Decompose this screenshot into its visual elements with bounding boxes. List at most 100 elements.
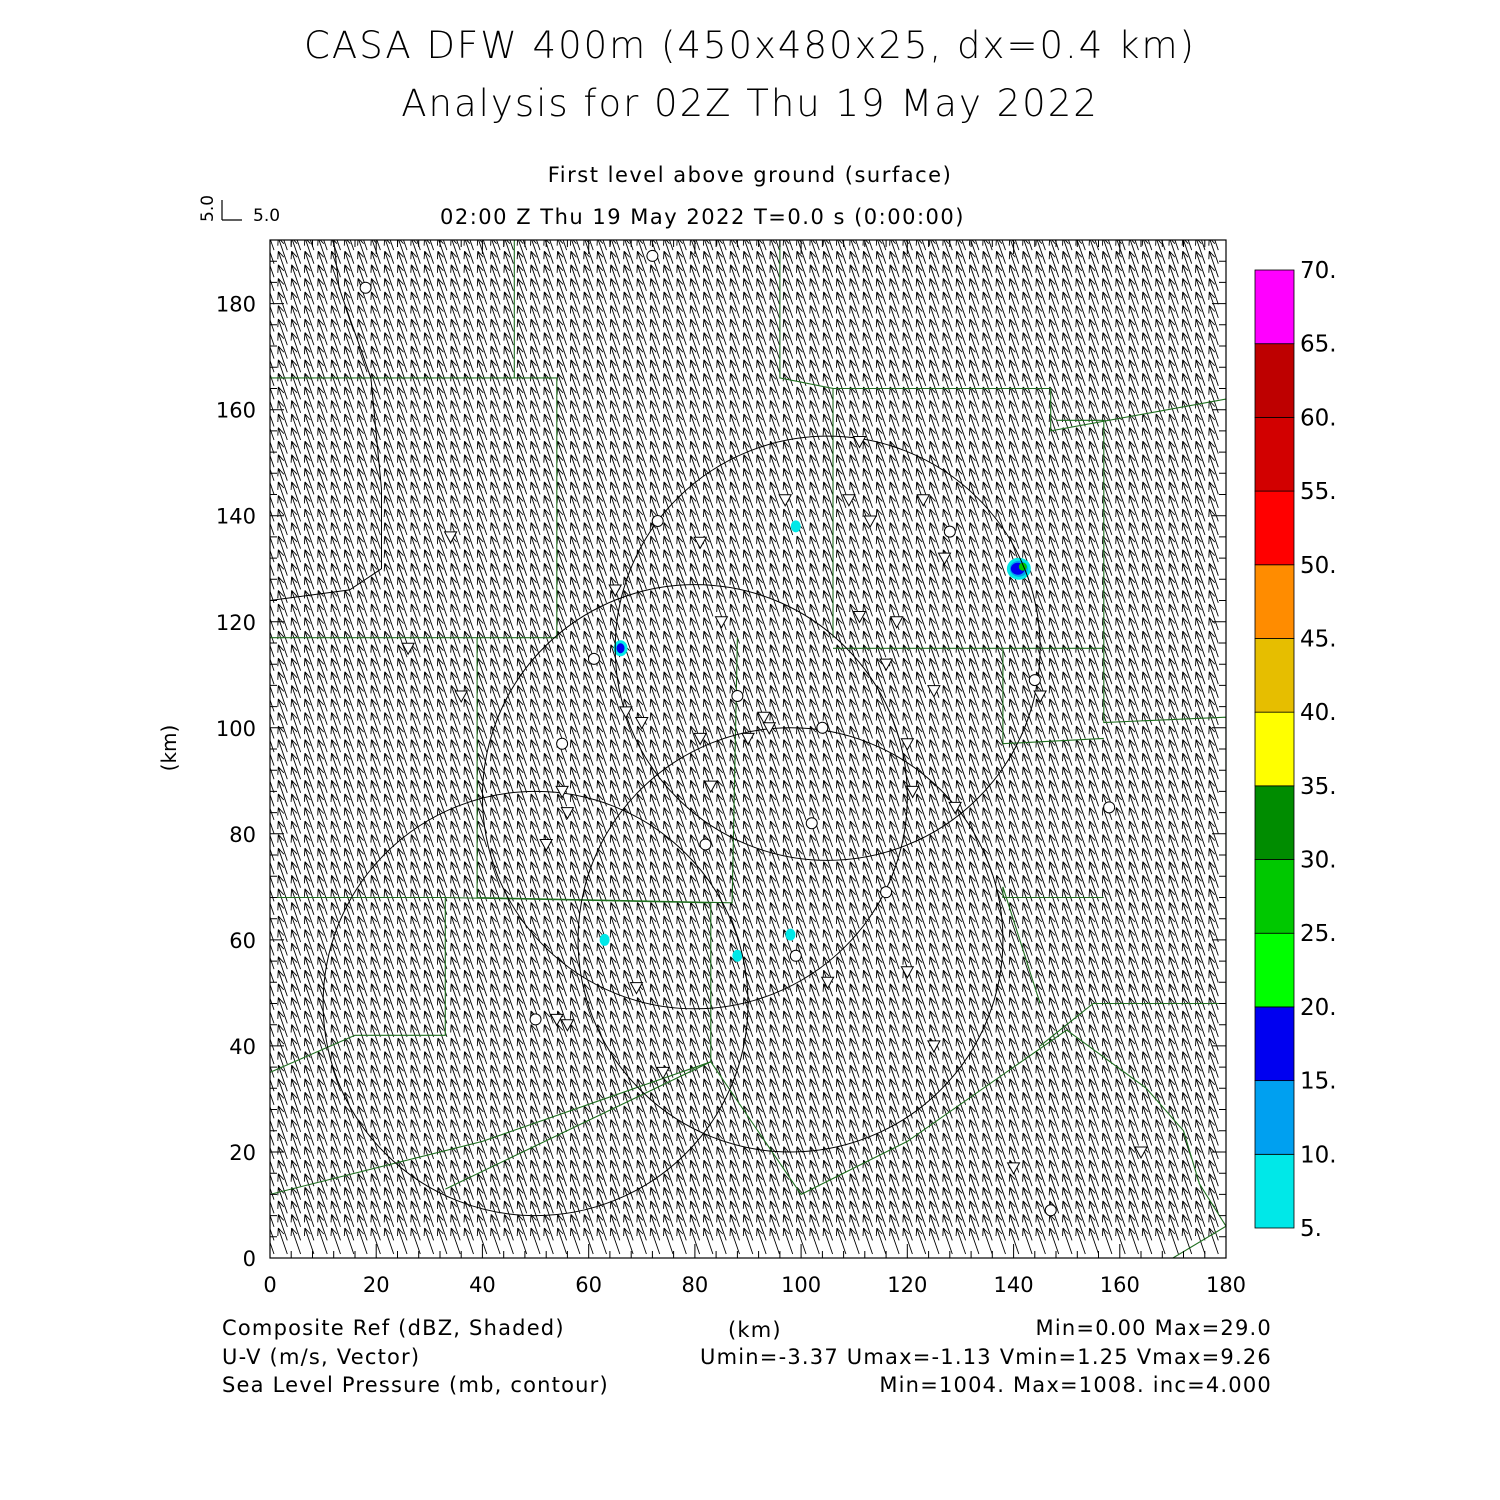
colorbar-label: 60.: [1300, 405, 1337, 431]
x-tick-label: 20: [363, 1273, 390, 1297]
station-circle: [1044, 1204, 1057, 1217]
footer-reflectivity-stats: Min=0.00 Max=29.0: [1035, 1316, 1272, 1340]
station-circle: [587, 652, 600, 665]
station-triangle: [629, 982, 644, 995]
station-triangle: [879, 658, 893, 672]
station-circle: [646, 249, 659, 262]
station-triangle: [762, 722, 777, 735]
station-triangle: [905, 785, 920, 799]
x-tick-label: 160: [1100, 1273, 1140, 1297]
station-triangle: [757, 711, 771, 725]
vector-key-u-label: 5.0: [253, 206, 280, 226]
colorbar-label: 70.: [1300, 258, 1337, 284]
station-triangle: [916, 494, 931, 507]
colorbar-segment: [1254, 343, 1295, 418]
y-tick-labels: 0 20 40 60 80 100 120 140 160 180: [216, 293, 256, 1271]
x-tick-label: 40: [469, 1273, 496, 1297]
colorbar-segment: [1254, 638, 1295, 713]
station-triangle: [927, 685, 941, 698]
station-circle: [529, 1013, 542, 1026]
vector-key-v-label: 5.0: [198, 195, 218, 222]
colorbar-label: 20.: [1300, 995, 1337, 1021]
vector-key: 5.0 5.0: [198, 195, 280, 226]
station-triangle: [1033, 690, 1047, 704]
colorbar-segment: [1254, 1080, 1295, 1155]
y-axis-label: (km): [157, 725, 181, 772]
station-triangle: [863, 515, 877, 529]
station-triangle: [619, 706, 633, 719]
x-axis-label: (km): [728, 1318, 782, 1342]
station-triangle: [656, 1066, 670, 1080]
station-circle: [359, 281, 372, 294]
colorbar-segment: [1254, 269, 1295, 345]
sea-level-pressure-contour: [270, 240, 382, 601]
colorbar-label: 30.: [1300, 848, 1337, 874]
station-triangle: [889, 616, 904, 629]
colorbar-segment: [1254, 1006, 1295, 1082]
station-triangle: [454, 690, 469, 704]
station-triangle: [608, 584, 623, 597]
y-tick-label: 20: [229, 1141, 256, 1165]
x-tick-label: 80: [682, 1273, 709, 1297]
station-triangle: [852, 610, 867, 624]
colorbar-labels: 5. 10. 15. 20. 25. 30. 35. 40. 45. 50. 55. 60. 65. 70…: [1300, 258, 1337, 1242]
colorbar-segment: [1254, 1153, 1295, 1229]
colorbar-label: 5.: [1300, 1216, 1322, 1242]
colorbar: [1254, 269, 1295, 1229]
radar-range-ring: [322, 790, 749, 1217]
station-triangle: [852, 435, 867, 449]
station-triangle: [555, 785, 569, 799]
colorbar-label: 40.: [1300, 700, 1337, 726]
footer-field-wind: U-V (m/s, Vector): [222, 1345, 421, 1369]
colorbar-segment: [1254, 416, 1295, 492]
county-line: [1002, 886, 1104, 1004]
station-circle: [1028, 674, 1041, 687]
station-triangle: [820, 976, 835, 990]
plot-analysis-time: Analysis for 02Z Thu 19 May 2022: [401, 82, 1099, 125]
station-triangle: [714, 616, 729, 629]
colorbar-label: 50.: [1300, 553, 1337, 579]
station-triangle: [1134, 1146, 1148, 1160]
x-tick-label: 120: [887, 1273, 927, 1297]
wind-vector-field: [270, 240, 1219, 1255]
pressure-isobar: [270, 240, 382, 601]
wind-vectors: [270, 240, 1219, 1255]
station-triangle: [948, 801, 962, 815]
county-line: [1056, 419, 1105, 649]
colorbar-segment: [1254, 785, 1295, 860]
station-circle: [880, 886, 893, 899]
county-line: [445, 896, 712, 1190]
colorbar-label: 10.: [1300, 1142, 1337, 1168]
county-boundaries: [270, 240, 1226, 1258]
county-line: [270, 1061, 711, 1195]
reflectivity-cell: [616, 643, 625, 654]
station-triangle: [634, 716, 649, 730]
station-triangle: [927, 1040, 941, 1053]
x-tick-label: 100: [781, 1273, 821, 1297]
county-line: [476, 637, 738, 904]
station-triangle: [549, 1013, 564, 1027]
x-tick-label: 140: [994, 1273, 1034, 1297]
colorbar-label: 45.: [1300, 626, 1337, 652]
footer-field-reflectivity: Composite Ref (dBZ, Shaded): [222, 1316, 565, 1340]
footer-field-pressure: Sea Level Pressure (mb, contour): [222, 1373, 609, 1397]
reflectivity-cell: [732, 949, 743, 962]
colorbar-segment: [1254, 932, 1295, 1008]
colorbar-label: 35.: [1300, 774, 1337, 800]
station-circle: [816, 721, 829, 734]
station-circle: [805, 817, 818, 830]
y-tick-label: 160: [216, 399, 256, 423]
station-triangle: [900, 738, 915, 751]
station-triangle: [560, 1019, 575, 1032]
station-triangle: [937, 552, 952, 566]
radar-range-rings: [322, 435, 1041, 1217]
station-circle: [789, 949, 802, 962]
reflectivity-cell: [785, 928, 796, 941]
station-circle: [731, 689, 744, 702]
station-triangle: [693, 732, 708, 746]
y-tick-label: 100: [216, 717, 256, 741]
reflectivity-cell: [790, 520, 801, 533]
reflectivity-cells: [599, 520, 1031, 962]
footer-wind-stats: Umin=-3.37 Umax=-1.13 Vmin=1.25 Vmax=9.2…: [700, 1345, 1272, 1369]
